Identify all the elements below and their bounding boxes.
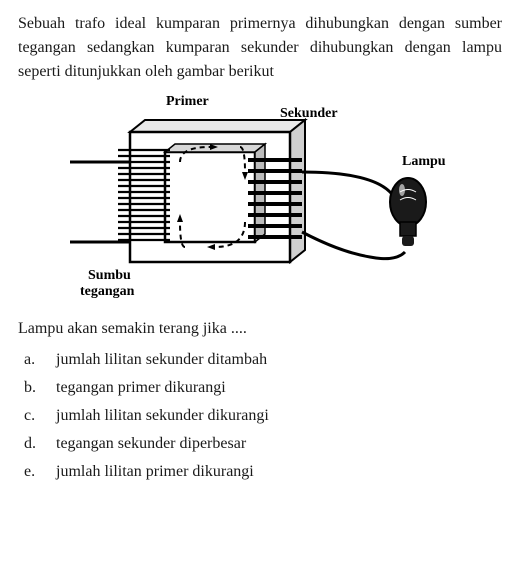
prompt-text: Lampu akan semakin terang jika .... — [18, 320, 502, 338]
option-text: jumlah lilitan primer dikurangi — [56, 458, 254, 486]
transformer-diagram: Primer Sekunder Lampu Sumbu tegangan — [70, 92, 450, 312]
option-letter: b. — [24, 374, 42, 402]
option-b: b. tegangan primer dikurangi — [24, 374, 502, 402]
label-sekunder: Sekunder — [280, 106, 338, 122]
diagram-container: Primer Sekunder Lampu Sumbu tegangan — [18, 92, 502, 312]
option-c: c. jumlah lilitan sekunder dikurangi — [24, 402, 502, 430]
lamp-icon — [390, 178, 426, 246]
option-letter: a. — [24, 346, 42, 374]
option-letter: d. — [24, 430, 42, 458]
option-a: a. jumlah lilitan sekunder ditambah — [24, 346, 502, 374]
question-text: Sebuah trafo ideal kumparan primernya di… — [18, 12, 502, 84]
option-text: tegangan primer dikurangi — [56, 374, 226, 402]
label-tegangan: tegangan — [80, 284, 134, 300]
option-text: jumlah lilitan sekunder dikurangi — [56, 402, 269, 430]
label-sumbu: Sumbu — [88, 268, 131, 284]
option-letter: e. — [24, 458, 42, 486]
option-d: d. tegangan sekunder diperbesar — [24, 430, 502, 458]
label-lampu: Lampu — [402, 154, 446, 170]
option-text: tegangan sekunder diperbesar — [56, 430, 246, 458]
option-text: jumlah lilitan sekunder ditambah — [56, 346, 267, 374]
options-list: a. jumlah lilitan sekunder ditambah b. t… — [18, 346, 502, 486]
label-primer: Primer — [166, 94, 209, 110]
option-e: e. jumlah lilitan primer dikurangi — [24, 458, 502, 486]
option-letter: c. — [24, 402, 42, 430]
